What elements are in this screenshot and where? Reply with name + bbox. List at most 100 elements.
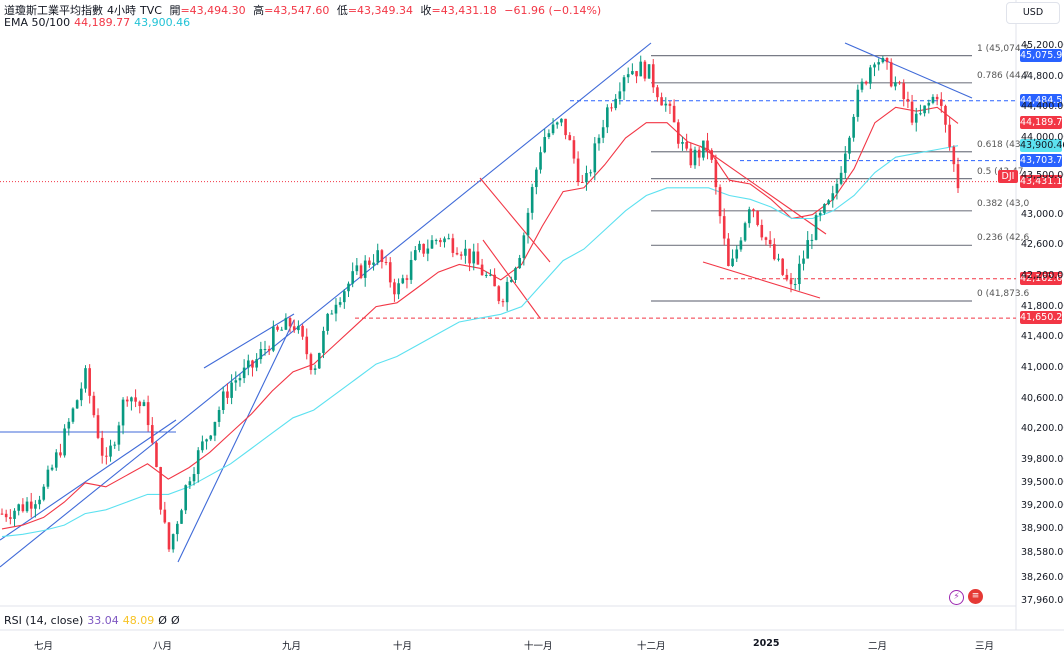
candle-body bbox=[388, 262, 392, 283]
candle-body bbox=[526, 212, 530, 236]
price-tick: 42,600.00 bbox=[1021, 239, 1064, 251]
fib-level-label: 0.236 (42,6 bbox=[977, 233, 1030, 244]
candle-body bbox=[747, 209, 751, 224]
candle-body bbox=[589, 172, 592, 174]
candle-body bbox=[856, 89, 860, 117]
candle-body bbox=[869, 67, 872, 84]
candle-body bbox=[313, 368, 317, 371]
candle-body bbox=[251, 360, 254, 368]
candle-body bbox=[288, 318, 292, 327]
candle-body bbox=[681, 142, 684, 144]
candle-body bbox=[610, 107, 613, 109]
rsi-empty-1: Ø bbox=[158, 614, 167, 627]
time-tick: 十一月 bbox=[524, 641, 553, 652]
rsi-legend[interactable]: RSI (14, close) 33.04 48.09 Ø Ø bbox=[4, 614, 184, 627]
candle-body bbox=[88, 368, 91, 396]
candle-body bbox=[54, 452, 58, 468]
price-tick: 41,400.00 bbox=[1021, 331, 1064, 343]
price-tick: 42,200.00 bbox=[1021, 269, 1064, 281]
candle-body bbox=[493, 274, 496, 287]
candle-body bbox=[568, 135, 572, 141]
candle-body bbox=[46, 469, 50, 487]
candle-body bbox=[518, 257, 521, 269]
candle-body bbox=[927, 102, 931, 106]
price-badge: 45,075.96 bbox=[1020, 48, 1064, 62]
fib-level-label: 0 (41,873.6 bbox=[977, 288, 1030, 299]
candle-body bbox=[860, 81, 864, 90]
candle-body bbox=[697, 149, 701, 158]
price-tick: 44,800.00 bbox=[1021, 70, 1064, 82]
candle-body bbox=[184, 485, 187, 511]
candle-body bbox=[722, 216, 726, 239]
candle-body bbox=[718, 187, 722, 217]
candle-body bbox=[238, 378, 242, 381]
source-label: TVC bbox=[140, 4, 162, 17]
ohlc-header: 道瓊斯工業平均指數 4小時 TVC 開=43,494.30 高=43,547.60 … bbox=[4, 2, 605, 18]
candle-body bbox=[280, 329, 284, 331]
candle-body bbox=[63, 428, 66, 456]
price-badge: 44,484.56 bbox=[1020, 93, 1064, 107]
change-value: −61.96 (−0.14%) bbox=[504, 4, 602, 17]
candle-body bbox=[297, 325, 300, 331]
trendline bbox=[702, 261, 821, 299]
candle-body bbox=[710, 150, 713, 160]
trendlines[interactable] bbox=[0, 42, 1016, 568]
grid bbox=[0, 0, 1064, 631]
price-tick: 44,400.00 bbox=[1021, 101, 1064, 113]
candle-body bbox=[898, 82, 901, 84]
ema-legend[interactable]: EMA 50/100 44,189.77 43,900.46 bbox=[4, 16, 194, 29]
candle-body bbox=[773, 244, 776, 260]
candle-body bbox=[159, 467, 162, 510]
candle-body bbox=[814, 215, 818, 240]
candle-body bbox=[347, 283, 350, 292]
candle-body bbox=[434, 240, 438, 242]
fib-level-label: 0.382 (43,0 bbox=[977, 198, 1030, 209]
fibonacci-retracement[interactable] bbox=[651, 55, 972, 302]
candle-body bbox=[213, 421, 217, 436]
candle-body bbox=[267, 348, 271, 351]
candle-body bbox=[497, 286, 501, 302]
candle-body bbox=[426, 248, 430, 254]
us-flag-icon[interactable]: ≡ bbox=[968, 589, 983, 604]
candle-body bbox=[117, 425, 121, 445]
candle-body bbox=[560, 118, 563, 123]
candle-body bbox=[29, 501, 33, 509]
currency-button[interactable]: USD bbox=[1006, 2, 1060, 24]
close-value: =43,431.18 bbox=[431, 4, 497, 17]
candle-body bbox=[576, 158, 580, 182]
candle-body bbox=[864, 81, 868, 84]
candle-body bbox=[67, 421, 71, 429]
candle-body bbox=[401, 278, 405, 284]
low-value: =43,349.34 bbox=[347, 4, 414, 17]
price-tick: 39,800.00 bbox=[1021, 453, 1064, 465]
candle-body bbox=[693, 149, 697, 166]
candle-body bbox=[818, 212, 822, 216]
candle-body bbox=[514, 268, 517, 280]
candle-body bbox=[196, 450, 200, 475]
rsi-empty-2: Ø bbox=[170, 614, 180, 627]
lightning-icon[interactable]: ⚡ bbox=[949, 590, 964, 605]
candle-body bbox=[422, 243, 425, 254]
candle-body bbox=[894, 82, 897, 87]
candle-body bbox=[480, 264, 484, 276]
ema50-value: 44,189.77 bbox=[74, 16, 131, 29]
candle-body bbox=[685, 142, 688, 149]
candle-body bbox=[889, 62, 893, 87]
candle-body bbox=[944, 105, 947, 125]
candle-body bbox=[580, 181, 584, 183]
candle-body bbox=[551, 124, 555, 134]
candle-body bbox=[643, 61, 647, 79]
symbol-title[interactable]: 道瓊斯工業平均指數 bbox=[4, 4, 103, 17]
candle-body bbox=[409, 259, 413, 280]
candle-body bbox=[71, 408, 75, 422]
time-tick: 八月 bbox=[153, 641, 173, 652]
candle-body bbox=[59, 452, 62, 456]
candle-body bbox=[484, 274, 488, 276]
candle-body bbox=[259, 349, 263, 360]
candles bbox=[0, 55, 960, 553]
candle-body bbox=[727, 238, 730, 266]
candle-body bbox=[935, 96, 939, 100]
candle-body bbox=[656, 87, 659, 98]
candle-body bbox=[931, 96, 935, 103]
